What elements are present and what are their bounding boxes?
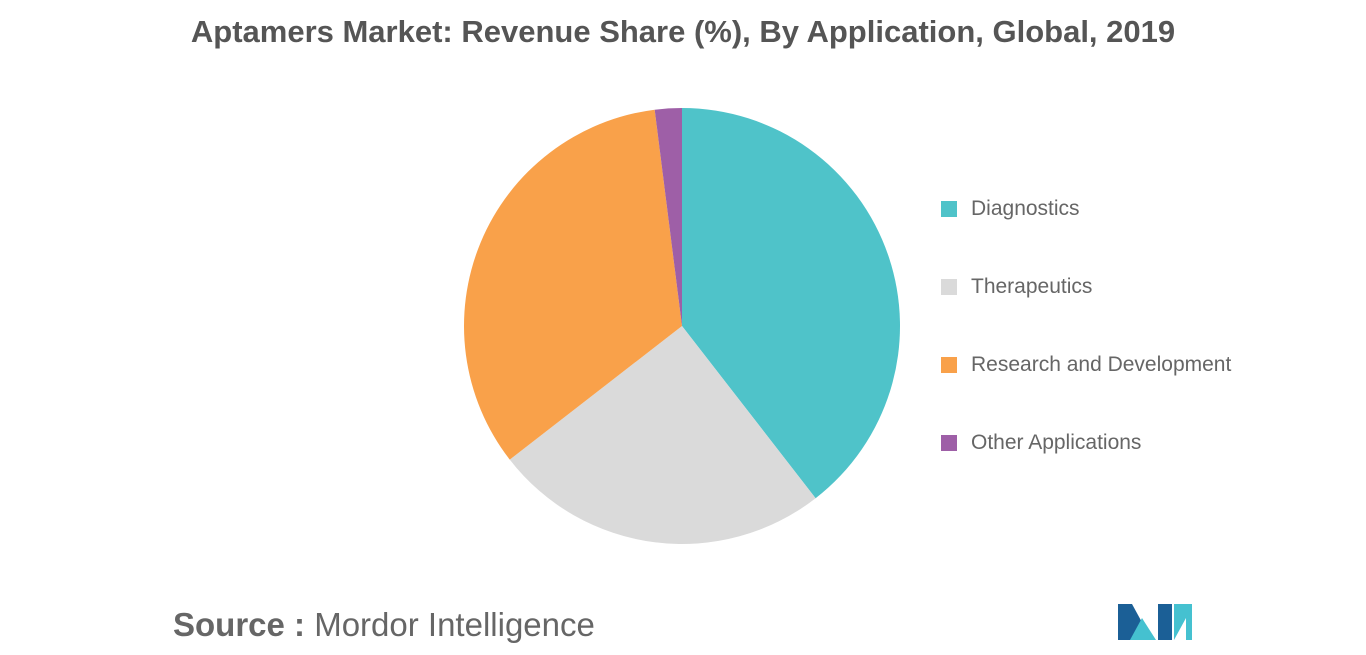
chart-title: Aptamers Market: Revenue Share (%), By A… xyxy=(190,14,1176,49)
legend-label: Research and Development xyxy=(971,353,1232,376)
legend-swatch xyxy=(941,201,957,217)
legend-swatch xyxy=(941,435,957,451)
mordor-intelligence-logo-icon xyxy=(1118,604,1192,640)
pie-slice-research-and-development xyxy=(464,109,682,460)
legend-label: Other Applications xyxy=(971,431,1142,454)
source-note: Source : Mordor Intelligence xyxy=(173,606,595,644)
logo-shape-right-b xyxy=(1174,604,1192,640)
pie-slice-other-applications xyxy=(654,108,682,326)
legend-item: Therapeutics xyxy=(941,270,1301,304)
legend-item: Research and Development xyxy=(941,348,1301,382)
logo-shape-right-a xyxy=(1158,604,1172,640)
pie-slice-diagnostics xyxy=(682,108,900,499)
legend-item: Diagnostics xyxy=(941,192,1301,226)
pie-slice-therapeutics xyxy=(509,326,816,544)
source-name: Mordor Intelligence xyxy=(314,606,595,643)
legend-label: Diagnostics xyxy=(971,197,1080,220)
logo-shape-mid xyxy=(1130,618,1156,640)
legend-swatch xyxy=(941,357,957,373)
legend-item: Other Applications xyxy=(941,426,1301,460)
legend-swatch xyxy=(941,279,957,295)
source-prefix: Source : xyxy=(173,606,306,643)
legend-label: Therapeutics xyxy=(971,275,1093,298)
